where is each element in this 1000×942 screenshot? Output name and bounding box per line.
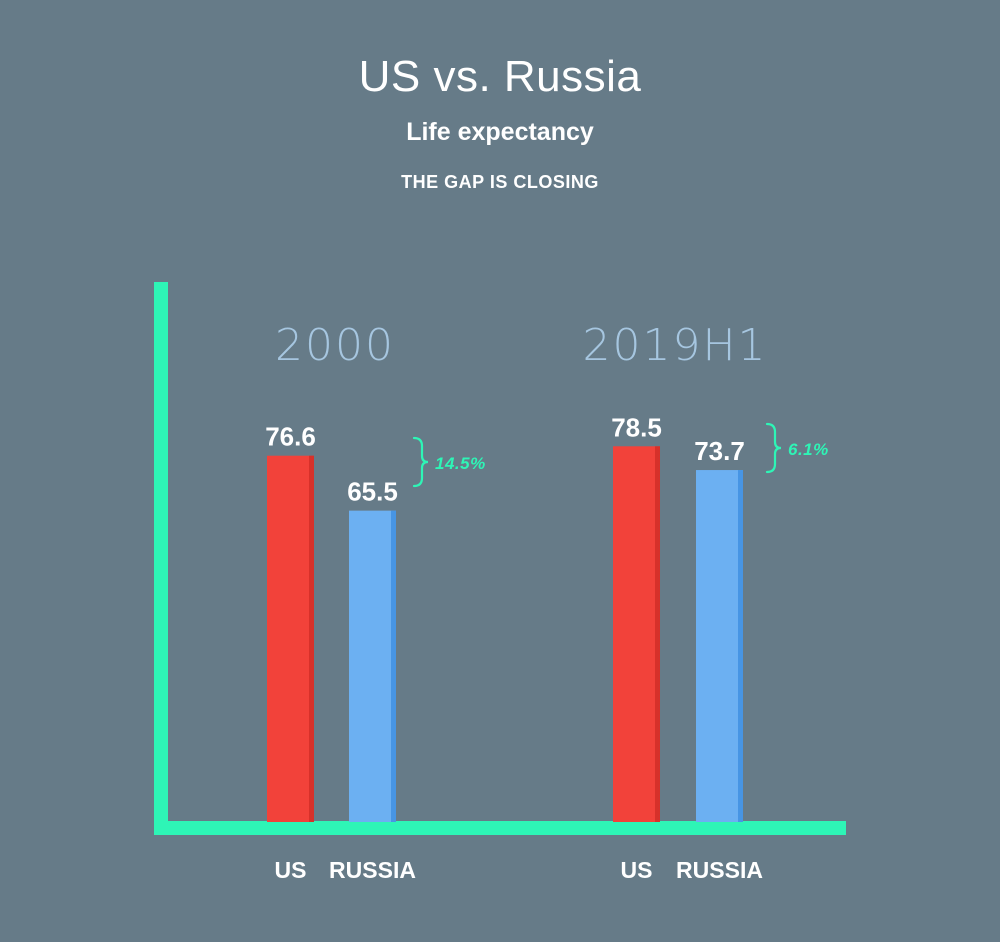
value-label-us-2000: 76.6 bbox=[265, 422, 316, 452]
chart-tagline: THE GAP IS CLOSING bbox=[401, 172, 599, 192]
chart-title: US vs. Russia bbox=[358, 52, 642, 101]
category-label-russia-2000: RUSSIA bbox=[329, 857, 416, 883]
bar-us-2000 bbox=[267, 455, 314, 822]
value-label-russia-2000: 65.5 bbox=[347, 477, 398, 507]
chart-labels: 76.6 US 65.5 RUSSIA 78.5 US 73.7 RUSSIA bbox=[265, 412, 763, 883]
bar-russia-2000 bbox=[349, 510, 396, 822]
bar-edge-us-2019h1 bbox=[655, 446, 660, 822]
value-label-russia-2019h1: 73.7 bbox=[694, 436, 745, 466]
gap-label-2019h1: 6.1% bbox=[788, 440, 829, 459]
gap-brace-2000 bbox=[412, 436, 429, 488]
category-label-russia-2019h1: RUSSIA bbox=[676, 857, 763, 883]
group-label-2019h1: 2019H1 bbox=[582, 320, 768, 371]
bar-edge-russia-2000 bbox=[391, 510, 396, 822]
chart-axes bbox=[154, 282, 846, 835]
chart-bars bbox=[267, 446, 743, 822]
bar-russia-2019h1 bbox=[696, 470, 743, 822]
category-label-us-2019h1: US bbox=[621, 857, 653, 883]
value-label-us-2019h1: 78.5 bbox=[611, 412, 662, 442]
chart-subtitle: Life expectancy bbox=[406, 118, 594, 146]
y-axis-line bbox=[154, 282, 168, 835]
bar-edge-russia-2019h1 bbox=[738, 470, 743, 822]
x-axis-line bbox=[154, 821, 846, 835]
category-label-us-2000: US bbox=[275, 857, 307, 883]
chart-annotations: 14.5% 6.1% bbox=[412, 422, 829, 488]
gap-brace-2019h1 bbox=[765, 422, 782, 474]
bar-edge-us-2000 bbox=[309, 455, 314, 822]
group-label-2000: 2000 bbox=[275, 320, 395, 371]
bar-us-2019h1 bbox=[613, 446, 660, 822]
gap-label-2000: 14.5% bbox=[435, 454, 486, 473]
